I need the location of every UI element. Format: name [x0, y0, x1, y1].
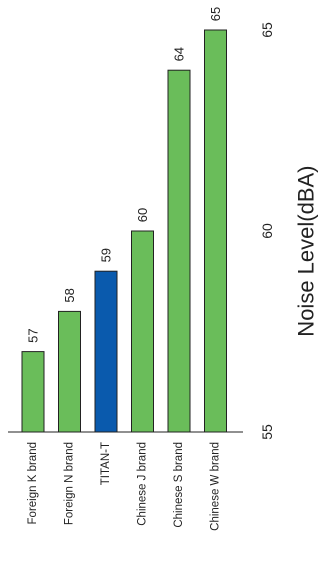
bar-foreign-n-brand — [58, 310, 81, 433]
y-tick-labels-group: 55 60 65 — [259, 22, 275, 440]
bar-chinese-w-brand — [204, 29, 227, 433]
category-label: Foreign N brand — [64, 442, 76, 525]
value-labels-group: 57 58 59 60 64 65 — [26, 7, 224, 343]
bars-group — [21, 29, 227, 433]
y-axis-title: Noise Level(dBA) — [294, 166, 319, 337]
value-label: 64 — [172, 47, 187, 61]
category-label: Chinese W brand — [210, 442, 222, 531]
bar-chinese-j-brand — [131, 230, 154, 433]
category-label: Chinese J brand — [137, 442, 149, 526]
category-labels-group: Foreign K brand Foreign N brand TITAN-T Chi… — [27, 442, 222, 531]
value-label: 60 — [135, 208, 150, 222]
y-tick-label: 55 — [259, 424, 275, 440]
y-tick-label: 60 — [259, 223, 275, 239]
bar-foreign-k-brand — [21, 351, 45, 433]
value-label: 59 — [99, 248, 114, 262]
y-tick-label: 65 — [259, 22, 275, 38]
value-label: 57 — [26, 328, 41, 342]
bar-chinese-s-brand — [167, 69, 191, 433]
category-label: TITAN-T — [100, 442, 112, 485]
value-label: 65 — [208, 7, 223, 21]
value-label: 58 — [62, 288, 77, 302]
bar-titan-t — [94, 270, 118, 433]
category-label: Foreign K brand — [27, 442, 39, 524]
category-label: Chinese S brand — [173, 442, 185, 528]
